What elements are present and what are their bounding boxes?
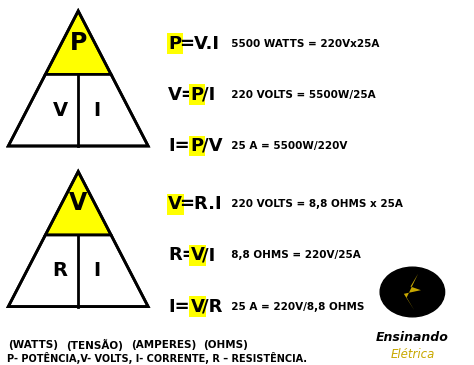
Text: V: V bbox=[69, 191, 87, 215]
Text: 25 A = 5500W/220V: 25 A = 5500W/220V bbox=[224, 141, 347, 151]
Text: I=: I= bbox=[168, 297, 190, 316]
Text: I: I bbox=[93, 261, 100, 280]
Polygon shape bbox=[46, 11, 111, 74]
Text: V: V bbox=[191, 297, 205, 316]
Text: V=: V= bbox=[168, 86, 197, 104]
Text: =V.I: =V.I bbox=[180, 35, 219, 53]
Circle shape bbox=[380, 267, 445, 317]
Polygon shape bbox=[46, 172, 111, 235]
Text: Ensinando: Ensinando bbox=[376, 331, 449, 344]
Text: /I: /I bbox=[202, 246, 215, 265]
Text: (OHMS): (OHMS) bbox=[203, 340, 247, 350]
Text: /I: /I bbox=[202, 86, 215, 104]
Text: Elétrica: Elétrica bbox=[390, 348, 435, 361]
Text: /V: /V bbox=[202, 137, 222, 155]
Polygon shape bbox=[9, 235, 148, 307]
Text: P: P bbox=[191, 137, 204, 155]
Text: 5500 WATTS = 220Vx25A: 5500 WATTS = 220Vx25A bbox=[224, 39, 380, 49]
Text: 25 A = 220V/8,8 OHMS: 25 A = 220V/8,8 OHMS bbox=[224, 301, 365, 312]
Text: P: P bbox=[168, 35, 182, 53]
Text: V: V bbox=[168, 195, 182, 214]
Text: V: V bbox=[53, 101, 68, 120]
Text: /R: /R bbox=[202, 297, 222, 316]
Text: 220 VOLTS = 8,8 OHMS x 25A: 220 VOLTS = 8,8 OHMS x 25A bbox=[224, 199, 403, 210]
Text: (AMPERES): (AMPERES) bbox=[131, 340, 196, 350]
Text: =R.I: =R.I bbox=[180, 195, 222, 214]
Text: P- POTÊNCIA,V- VOLTS, I- CORRENTE, R – RESISTÊNCIA.: P- POTÊNCIA,V- VOLTS, I- CORRENTE, R – R… bbox=[7, 352, 307, 364]
Text: I: I bbox=[93, 101, 100, 120]
Text: 8,8 OHMS = 220V/25A: 8,8 OHMS = 220V/25A bbox=[224, 250, 361, 261]
Text: R=: R= bbox=[168, 246, 197, 265]
Polygon shape bbox=[9, 74, 148, 146]
Text: I=: I= bbox=[168, 137, 190, 155]
Text: 220 VOLTS = 5500W/25A: 220 VOLTS = 5500W/25A bbox=[224, 90, 376, 100]
Polygon shape bbox=[404, 274, 421, 310]
Text: P: P bbox=[70, 31, 87, 55]
Text: (WATTS): (WATTS) bbox=[8, 340, 58, 350]
Text: (TENSÃO): (TENSÃO) bbox=[66, 339, 123, 351]
Text: P: P bbox=[191, 86, 204, 104]
Text: V: V bbox=[191, 246, 205, 265]
Text: R: R bbox=[53, 261, 67, 280]
